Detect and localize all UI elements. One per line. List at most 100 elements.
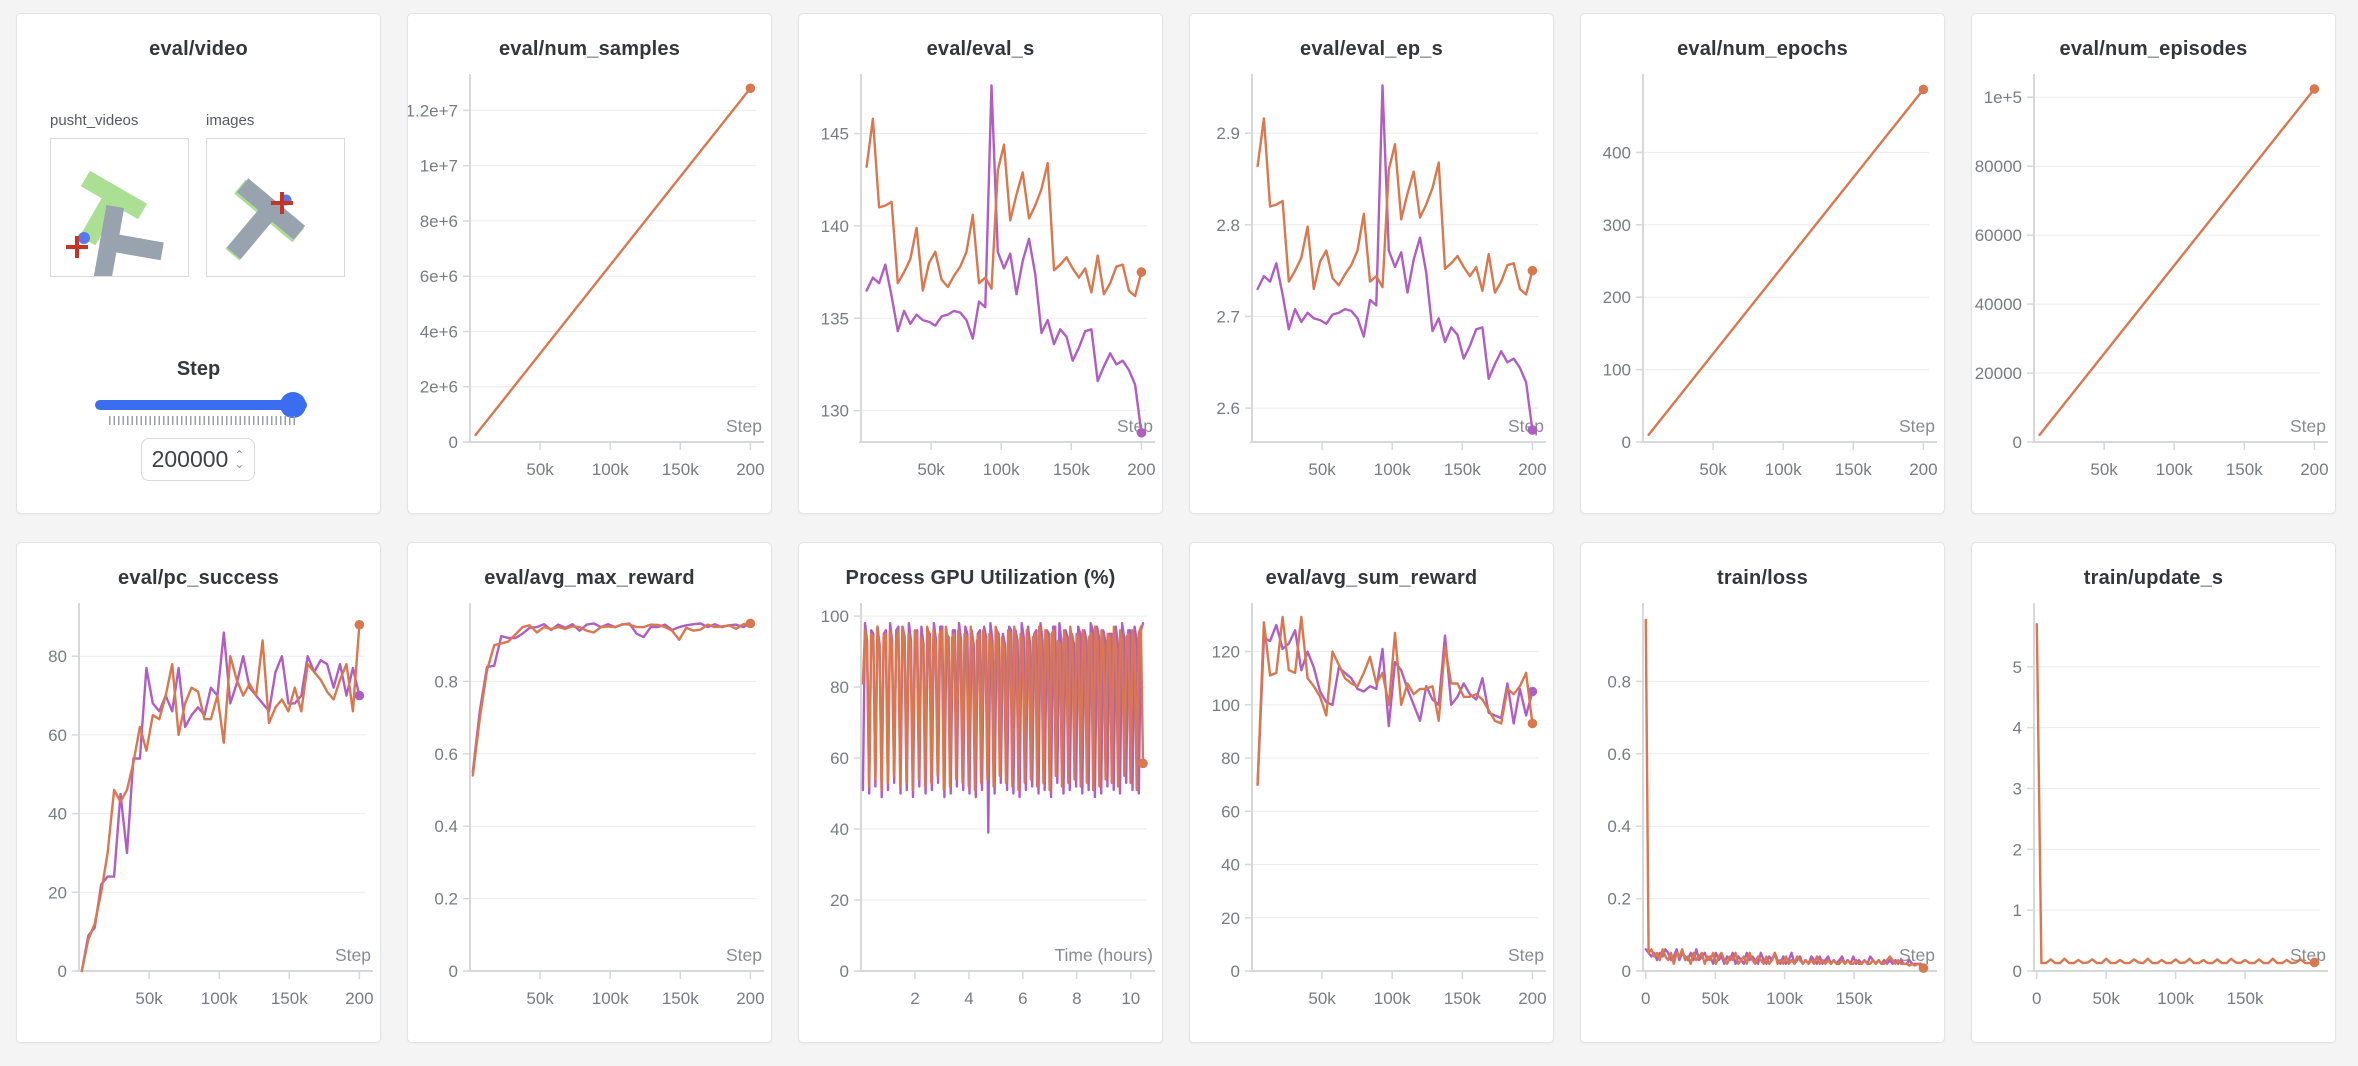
svg-text:200: 200 (1909, 460, 1937, 479)
svg-text:Step: Step (335, 945, 371, 965)
chart-plot-area[interactable]: 2.6 2.7 2.8 2.9 50k 100k 150k 200 Step (1190, 66, 1553, 509)
chart-plot-area[interactable]: 0 0.2 0.4 0.6 0.8 0 50k 100k 150k Step (1581, 595, 1944, 1038)
panel-eval-video: eval/video pusht_videos images (16, 13, 381, 514)
svg-text:2.9: 2.9 (1216, 124, 1240, 143)
svg-text:200: 200 (2300, 460, 2328, 479)
svg-text:0: 0 (2032, 989, 2041, 1008)
svg-text:2.8: 2.8 (1216, 216, 1240, 235)
chart-plot-area[interactable]: 0 20 40 60 80 50k 100k 150k 200 Step (17, 595, 380, 1038)
panel-eval-pc-success: eval/pc_success 0 20 40 60 80 50k 100k 150k 200 St… (16, 542, 381, 1043)
svg-text:20: 20 (48, 883, 67, 902)
series-endpoint-dot-orange (1138, 758, 1148, 769)
svg-text:300: 300 (1603, 216, 1631, 235)
svg-text:150k: 150k (662, 460, 699, 479)
series-endpoint-dot-orange (1918, 963, 1929, 973)
svg-text:200: 200 (1603, 288, 1631, 307)
svg-text:150k: 150k (2226, 460, 2263, 479)
svg-text:40: 40 (48, 805, 67, 824)
svg-text:0: 0 (58, 962, 67, 981)
goal-cross (271, 192, 293, 214)
images-thumbnail[interactable] (206, 138, 345, 277)
step-slider-handle[interactable] (280, 392, 306, 418)
svg-text:0: 0 (1231, 962, 1240, 981)
step-decrement-button[interactable]: ⌄ (234, 456, 245, 471)
svg-text:8: 8 (1072, 989, 1081, 1008)
series-line-orange (2038, 87, 2316, 437)
svg-text:100: 100 (821, 607, 849, 626)
svg-text:145: 145 (821, 125, 849, 144)
series-line-orange (471, 622, 752, 777)
svg-text:80000: 80000 (1975, 157, 2022, 176)
step-increment-button[interactable]: ⌃ (234, 447, 245, 462)
svg-text:0: 0 (449, 433, 458, 452)
svg-text:2.6: 2.6 (1216, 399, 1240, 418)
svg-text:50k: 50k (917, 460, 945, 479)
svg-text:50k: 50k (135, 989, 163, 1008)
chart-plot-area[interactable]: 0 0.2 0.4 0.6 0.8 50k 100k 150k 200 Step (408, 595, 771, 1038)
chart-plot-area[interactable]: 0 20 40 60 80 100 120 50k 100k 150k 200 Step (1190, 595, 1553, 1038)
svg-text:50k: 50k (1699, 460, 1727, 479)
step-value: 200000 (151, 446, 229, 472)
svg-text:Step: Step (2290, 416, 2326, 436)
svg-text:2.7: 2.7 (1216, 307, 1240, 326)
step-slider-track[interactable] (95, 400, 307, 410)
svg-text:140: 140 (821, 217, 849, 236)
svg-text:200: 200 (1518, 460, 1546, 479)
series-line-purple (1256, 84, 1534, 432)
svg-text:0.4: 0.4 (1607, 817, 1631, 836)
svg-text:100k: 100k (2156, 460, 2193, 479)
series-endpoint-dot-orange (745, 618, 756, 629)
chart-plot-area[interactable]: 0 2e+6 4e+6 6e+6 8e+6 1e+7 1.2e+7 50k 100k 150k 20… (408, 66, 771, 509)
gray-t-block (93, 204, 164, 280)
svg-text:120: 120 (1212, 643, 1240, 662)
series-line-purple (865, 84, 1143, 434)
chart-plot-area[interactable]: 0 20 40 60 80 100 2 4 6 8 10 Time (hours) (799, 595, 1162, 1038)
svg-text:0: 0 (449, 962, 458, 981)
step-number-input[interactable]: 200000 ⌃ ⌄ (141, 438, 255, 481)
chart-title: eval/pc_success (118, 567, 279, 589)
svg-text:2e+6: 2e+6 (420, 378, 458, 397)
panel-eval-num-samples: eval/num_samples 0 2e+6 4e+6 6e+6 8e+6 1e+7 1.2… (407, 13, 772, 514)
svg-text:3: 3 (2013, 779, 2022, 798)
series-line-purple (80, 631, 361, 973)
svg-text:6: 6 (1018, 989, 1027, 1008)
stepper-arrows: ⌃ ⌄ (234, 447, 245, 471)
chart-plot-area[interactable]: 130 135 140 145 50k 100k 150k 200 Step (799, 66, 1162, 509)
panel-gpu-utilization: Process GPU Utilization (%) 0 20 40 60 80 100 2… (798, 542, 1163, 1043)
svg-text:100k: 100k (1766, 989, 1803, 1008)
svg-text:100k: 100k (592, 989, 629, 1008)
svg-text:80: 80 (48, 647, 67, 666)
series-line-purple (1256, 623, 1534, 786)
svg-text:50k: 50k (1308, 460, 1336, 479)
series-endpoint-dot-orange (2309, 84, 2320, 94)
series-endpoint-dot-orange (2309, 957, 2320, 968)
svg-text:200: 200 (1518, 989, 1546, 1008)
chart-plot-area[interactable]: 0 20000 40000 60000 80000 1e+5 50k 100k 150k 200 S… (1972, 66, 2335, 509)
svg-text:Step: Step (1899, 945, 1935, 965)
svg-text:200: 200 (1127, 460, 1155, 479)
svg-text:50k: 50k (2090, 460, 2118, 479)
series-endpoint-dot-orange (354, 619, 365, 630)
svg-text:1e+5: 1e+5 (1984, 88, 2022, 107)
chart-plot-area[interactable]: 0 100 200 300 400 50k 100k 150k 200 Step (1581, 66, 1944, 509)
chart-title: eval/eval_ep_s (1300, 38, 1443, 60)
svg-text:50k: 50k (1308, 989, 1336, 1008)
svg-text:0.2: 0.2 (434, 890, 458, 909)
svg-text:80: 80 (1221, 749, 1240, 768)
svg-text:0.6: 0.6 (434, 745, 458, 764)
svg-text:150k: 150k (2227, 989, 2264, 1008)
chart-title: eval/eval_s (926, 38, 1035, 60)
series-line-orange (1647, 88, 1925, 436)
svg-text:135: 135 (821, 309, 849, 328)
svg-text:0: 0 (1622, 433, 1631, 452)
svg-text:100: 100 (1603, 361, 1631, 380)
chart-title: eval/avg_max_reward (484, 567, 695, 589)
svg-text:Step: Step (1117, 416, 1153, 436)
svg-text:Step: Step (1508, 416, 1544, 436)
series-endpoint-dot-orange (1136, 267, 1147, 277)
panel-eval-eval-s: eval/eval_s 130 135 140 145 50k 100k 150k 200 Ste… (798, 13, 1163, 514)
svg-text:200: 200 (736, 989, 764, 1008)
pusht-video-thumbnail[interactable] (50, 138, 189, 280)
svg-text:150k: 150k (1835, 460, 1872, 479)
